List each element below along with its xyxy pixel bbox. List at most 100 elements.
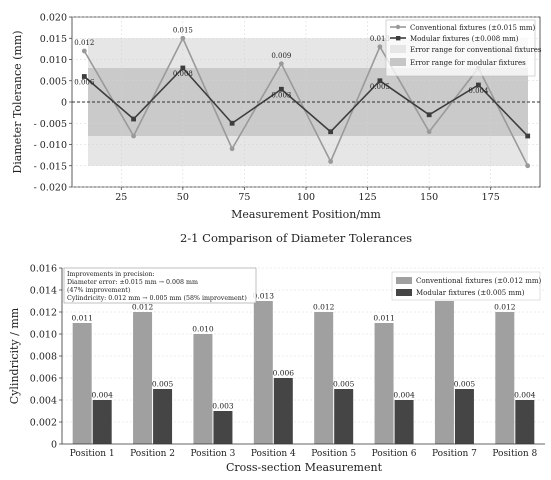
bar-0-7: [495, 312, 515, 444]
legend-label-modular-band: Error range for modular fixtures: [410, 59, 526, 67]
line-xtick-label: 50: [177, 192, 189, 203]
series-point-1: [81, 74, 87, 79]
bar-data-label: 0.010: [192, 325, 214, 334]
series-point-1: [426, 112, 432, 118]
bar-annotation: Improvements in precision: Diameter erro…: [63, 267, 257, 304]
bar-data-label: 0.004: [393, 391, 415, 400]
series-point-0: [131, 133, 136, 139]
line-xtick-label: 125: [359, 192, 377, 203]
series-point-1: [278, 86, 284, 92]
bar-ytick-label: 0.004: [30, 396, 57, 407]
line-data-label: 0.013: [370, 35, 390, 43]
legend-swatch-bar-conventional: [396, 277, 412, 284]
line-ytick-label: 0.010: [40, 55, 67, 66]
line-data-label: 0.012: [74, 39, 94, 47]
bar-data-label: 0.005: [333, 380, 355, 389]
legend-label-conventional-band: Error range for conventional fixtures: [410, 46, 542, 54]
bar-category-label: Position 4: [251, 449, 296, 459]
bar-0-6: [434, 301, 454, 444]
line-xtick-label: 75: [238, 192, 250, 203]
bar-category-label: Position 8: [492, 449, 537, 459]
bar-category-label: Position 7: [432, 449, 477, 459]
series-point-1: [525, 133, 531, 139]
bar-category-label: Position 2: [130, 449, 175, 459]
bar-1-5: [394, 400, 414, 444]
legend-marker-modular: [396, 36, 401, 41]
bar-category-label: Position 3: [190, 449, 235, 459]
bar-0-3: [253, 301, 273, 444]
bar-1-7: [515, 400, 535, 444]
bar-annotation-box: [63, 267, 257, 304]
line-data-label: 0.004: [468, 87, 489, 95]
bar-1-0: [92, 400, 112, 444]
bar-data-label: 0.005: [454, 380, 476, 389]
series-point-0: [328, 159, 334, 164]
line-ylabel: Diameter Tolerance (mm): [11, 30, 24, 173]
line-caption: 2-1 Comparison of Diameter Tolerances: [180, 231, 412, 245]
line-data-label: 0.008: [173, 70, 193, 78]
line-xtick-label: 175: [482, 192, 500, 203]
bar-0-2: [193, 334, 213, 444]
bar-1-4: [334, 389, 354, 444]
line-legend-box: [385, 19, 536, 77]
bar-xlabel: Cross-section Measurement: [226, 461, 383, 474]
line-xtick-label: 25: [115, 192, 127, 203]
line-ytick-label: - 0.020: [34, 183, 67, 194]
series-point-0: [426, 129, 432, 135]
annotation-line-3: (47% improvement): [67, 287, 130, 294]
legend-label-bar-modular: Modular fixtures (±0.005 mm): [416, 289, 525, 297]
series-point-1: [131, 116, 136, 122]
line-ytick-label: 0.015: [40, 34, 67, 45]
bar-data-label: 0.004: [91, 391, 113, 400]
legend-marker-conventional: [395, 24, 401, 30]
legend-label-bar-conventional: Conventional fixtures (±0.012 mm): [416, 277, 541, 285]
series-point-1: [229, 120, 235, 126]
series-point-0: [180, 35, 186, 41]
annotation-line-1: Improvements in precision:: [67, 271, 155, 278]
bar-0-1: [133, 312, 153, 444]
line-ytick-label: 0: [61, 98, 67, 109]
bar-data-label: 0.011: [71, 314, 92, 323]
series-point-1: [180, 65, 186, 71]
legend-label-modular: Modular fixtures (±0.008 mm): [410, 35, 519, 43]
line-data-label: 0.015: [173, 26, 193, 34]
series-line-1: [83, 66, 529, 137]
line-ytick-label: - 0.015: [34, 161, 67, 172]
bar-data-label: 0.006: [273, 369, 295, 378]
series-point-1: [377, 78, 383, 84]
bar-1-3: [273, 378, 293, 444]
bar-data-label: 0.003: [212, 402, 234, 411]
series-point-0: [278, 61, 284, 67]
bar-legend: Conventional fixtures (±0.012 mm) Modula…: [391, 271, 541, 301]
bar-0-5: [374, 323, 394, 444]
line-data-label: 0.006: [74, 79, 95, 87]
bar-ytick-label: 0: [51, 440, 57, 451]
bar-category-label: Position 6: [372, 449, 417, 459]
line-data-label: 0.005: [370, 83, 390, 91]
bar-data-label: 0.013: [253, 292, 275, 301]
line-legend: Conventional fixtures (±0.015 mm) Modula…: [385, 19, 542, 77]
bar-category-label: Position 1: [70, 449, 115, 459]
line-chart: 0.020 0.015 0.010 0.005 0 - 0.005 - 0.010 - 0.0…: [11, 13, 542, 246]
bar-data-label: 0.012: [494, 303, 516, 312]
bar-ytick-label: 0.008: [30, 352, 57, 363]
bar-ylabel: Cylindricity / mm: [8, 307, 21, 404]
annotation-line-4: Cylindricity: 0.012 mm → 0.005 mm (58% i…: [67, 295, 247, 302]
line-ytick-label: 0.005: [40, 76, 67, 87]
bar-data-label: 0.004: [514, 391, 536, 400]
bar-1-6: [454, 389, 474, 444]
bar-legend-box: [391, 271, 541, 301]
bar-ytick-label: 0.002: [30, 418, 57, 429]
line-data-label: 0.009: [271, 52, 291, 60]
bar-ytick-label: 0.016: [30, 264, 57, 275]
bar-data-label: 0.011: [373, 314, 394, 323]
series-point-1: [328, 129, 334, 135]
line-ytick-label: 0.020: [40, 13, 67, 24]
series-point-1: [476, 82, 481, 88]
bar-1-2: [213, 411, 233, 444]
bar-ytick-label: 0.010: [30, 330, 57, 341]
legend-swatch-bar-modular: [396, 289, 412, 296]
annotation-line-2: Diameter error: ±0.015 mm → 0.008 mm: [67, 279, 198, 286]
line-data-label: 0.003: [271, 91, 291, 99]
